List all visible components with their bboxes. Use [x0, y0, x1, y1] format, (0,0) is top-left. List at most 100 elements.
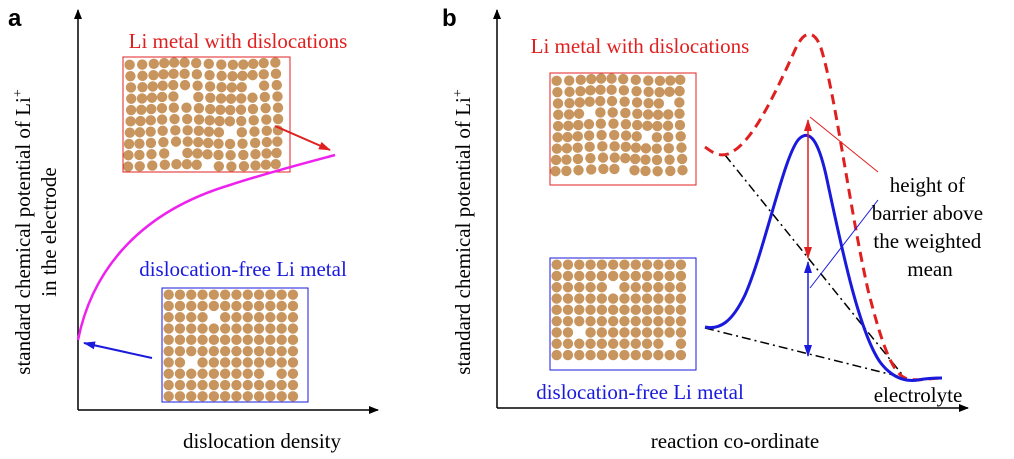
atom: [146, 149, 156, 159]
atom: [243, 346, 253, 356]
atom: [631, 316, 641, 326]
atom: [674, 109, 684, 119]
atom: [209, 335, 219, 345]
atom: [273, 114, 283, 124]
atom: [597, 259, 607, 269]
atom: [676, 259, 686, 269]
atom: [238, 150, 248, 160]
atom: [276, 346, 286, 356]
atom: [157, 114, 167, 124]
atom: [653, 339, 663, 349]
atom: [563, 121, 573, 131]
pointer: [810, 200, 878, 288]
atom: [146, 115, 156, 125]
atom: [631, 75, 641, 85]
atom: [619, 305, 629, 315]
atom: [551, 339, 561, 349]
atom: [640, 154, 650, 164]
atom: [631, 282, 641, 292]
atom: [276, 323, 286, 333]
atom: [157, 92, 167, 102]
atom: [585, 327, 595, 337]
atom: [574, 316, 584, 326]
atom: [551, 282, 561, 292]
atom: [652, 166, 662, 176]
atom: [550, 166, 560, 176]
atom: [551, 350, 561, 360]
atom: [197, 301, 207, 311]
atom: [254, 312, 264, 322]
atom: [205, 104, 215, 114]
atom: [551, 293, 561, 303]
atom: [265, 335, 275, 345]
atom: [220, 301, 230, 311]
atom: [584, 130, 594, 140]
atom: [254, 391, 264, 401]
atom: [225, 116, 235, 126]
atom: [175, 312, 185, 322]
atom: [598, 164, 608, 174]
atom: [551, 327, 561, 337]
atom: [186, 335, 196, 345]
atom: [631, 86, 641, 96]
lattice: [163, 289, 298, 401]
atom: [619, 293, 629, 303]
atom: [288, 369, 298, 379]
atom: [186, 369, 196, 379]
atom: [163, 323, 173, 333]
atom: [676, 327, 686, 337]
atom: [159, 148, 169, 158]
atom: [137, 59, 147, 69]
atom: [231, 323, 241, 333]
atom: [632, 97, 642, 107]
atom: [227, 71, 237, 81]
atom: [619, 339, 629, 349]
caption: Li metal with dislocations: [531, 34, 750, 58]
atom: [631, 339, 641, 349]
atom: [204, 59, 214, 69]
atom: [170, 125, 180, 135]
atom: [676, 316, 686, 326]
atom: [608, 119, 618, 129]
atom: [192, 80, 202, 90]
atom: [597, 293, 607, 303]
atom: [220, 391, 230, 401]
atom: [248, 115, 258, 125]
caption: dislocation-free Li metal: [536, 380, 744, 404]
atom: [175, 289, 185, 299]
atom: [655, 76, 665, 86]
atom: [597, 282, 607, 292]
atom: [654, 98, 664, 108]
atom: [179, 69, 189, 79]
atom: [620, 108, 630, 118]
atom: [664, 154, 674, 164]
atom: [135, 116, 145, 126]
atom: [572, 142, 582, 152]
figure: a standard chemical potential of Li+ in …: [0, 0, 1014, 459]
atom: [551, 259, 561, 269]
y-axis-label: standard chemical potential of Li+: [451, 89, 475, 375]
atom: [260, 92, 270, 102]
atom: [137, 71, 147, 81]
atom: [276, 301, 286, 311]
atom: [631, 305, 641, 315]
atom: [163, 391, 173, 401]
atom: [642, 305, 652, 315]
atom: [288, 391, 298, 401]
atom: [585, 259, 595, 269]
atom: [254, 380, 264, 390]
atom: [231, 380, 241, 390]
atom: [237, 71, 247, 81]
atom: [147, 93, 157, 103]
atom: [619, 316, 629, 326]
atom: [674, 86, 684, 96]
atom: [563, 282, 573, 292]
atom: [250, 138, 260, 148]
atom: [213, 138, 223, 148]
atom: [585, 96, 595, 106]
atom: [573, 120, 583, 130]
atom: [652, 155, 662, 165]
atom: [191, 58, 201, 68]
atom: [608, 293, 618, 303]
atom: [630, 154, 640, 164]
